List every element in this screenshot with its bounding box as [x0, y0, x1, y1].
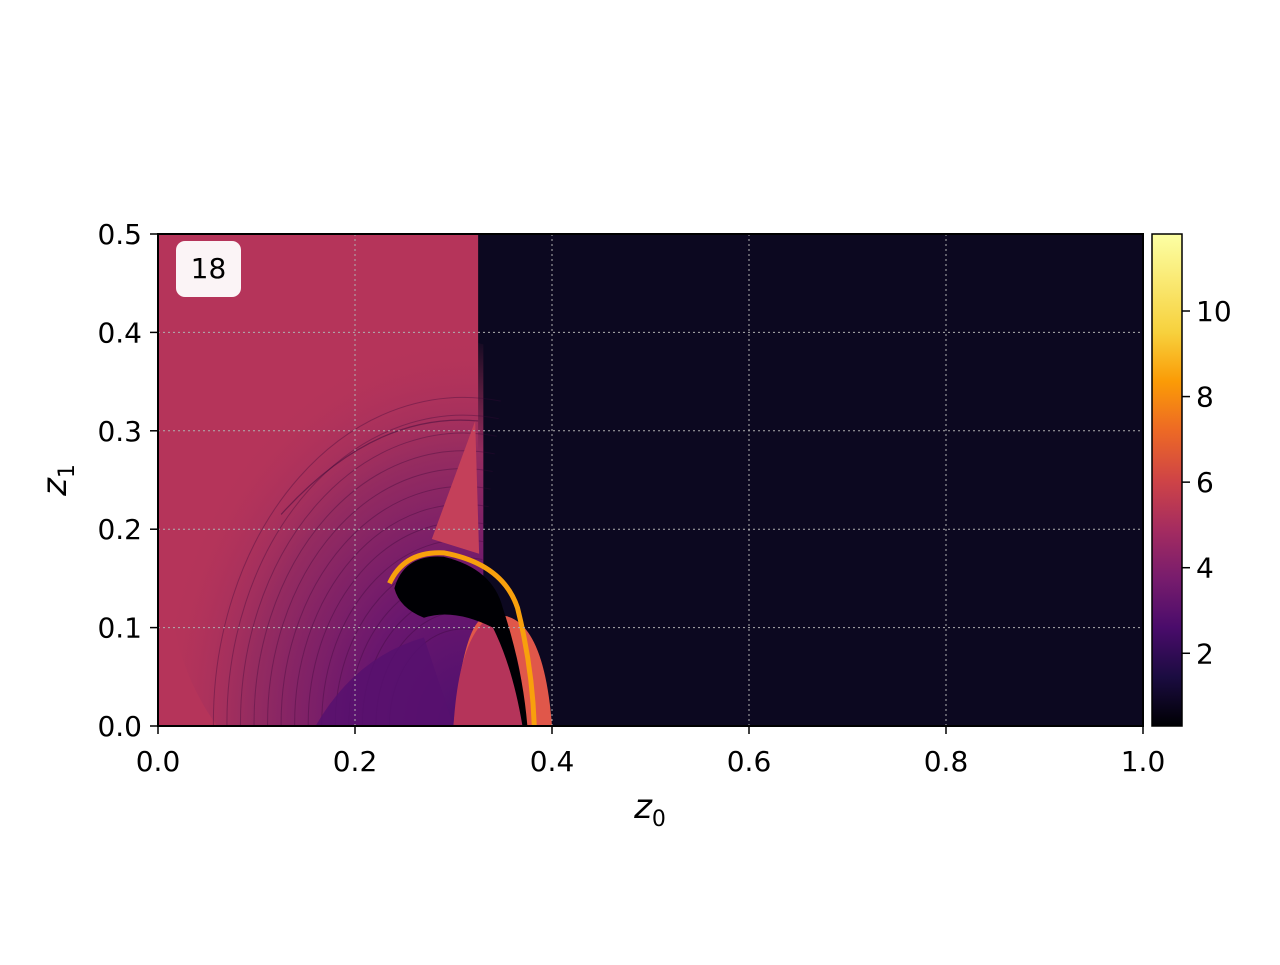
colorbar-tick-label: 4: [1196, 552, 1214, 585]
plot-frame: [157, 233, 1144, 727]
x-tick-label: 0.2: [333, 745, 378, 778]
y-tick-label: 0.4: [97, 316, 142, 349]
outer-shock-arc: [280, 419, 479, 515]
heatmap-field: [158, 234, 1143, 726]
colorbar-tick-label: 8: [1196, 381, 1214, 414]
region-bubble-core: [394, 556, 528, 726]
contour-arc: [226, 414, 499, 726]
region-low-density: [315, 637, 454, 726]
contour-arc: [334, 557, 483, 726]
y-tick-label: 0.1: [97, 612, 142, 645]
colorbar-ticks: 2 4 6 8 10: [1182, 295, 1232, 670]
contour-arc: [253, 450, 495, 726]
colorbar: 2 4 6 8 10: [1151, 233, 1232, 727]
x-tick-label: 1.0: [1121, 745, 1166, 778]
y-tick-label: 0.2: [97, 513, 142, 546]
x-tick-label: 0.4: [530, 745, 575, 778]
colorbar-tick-label: 2: [1196, 637, 1214, 670]
colorbar-gradient: [1152, 234, 1182, 726]
x-axis-label: z0: [633, 787, 666, 832]
x-tick-label: 0.0: [136, 745, 181, 778]
y-tick-label: 0.3: [97, 415, 142, 448]
x-tick-label: 0.6: [727, 745, 772, 778]
contour-arc: [280, 485, 491, 726]
y-axis-ticks: 0.0 0.1 0.2 0.3 0.4 0.5: [97, 218, 158, 743]
y-tick-label: 0.0: [97, 710, 142, 743]
region-jet: [431, 420, 480, 554]
annotation-badge: 18: [176, 241, 241, 297]
region-expansion: [170, 335, 484, 726]
contour-arc: [212, 396, 501, 726]
colorbar-frame: [1151, 233, 1183, 727]
colorbar-tick-label: 6: [1196, 466, 1214, 499]
contour-arc: [239, 432, 497, 726]
colorbar-tick-label: 10: [1196, 295, 1232, 328]
annotation-box: [176, 241, 241, 297]
x-axis-ticks: 0.0 0.2 0.4 0.6 0.8 1.0: [136, 726, 1166, 778]
contour-arc: [267, 468, 493, 726]
annotation-label: 18: [191, 252, 227, 285]
y-tick-label: 0.5: [97, 218, 142, 251]
region-compressed-rim: [387, 550, 537, 726]
x-tick-label: 0.8: [924, 745, 969, 778]
y-axis-label: z1: [35, 464, 80, 497]
